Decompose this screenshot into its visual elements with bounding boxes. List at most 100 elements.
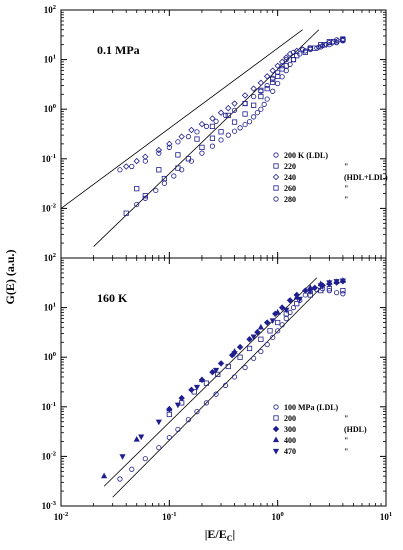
data-point [251, 355, 257, 361]
data-point [251, 93, 257, 100]
data-point [322, 41, 330, 48]
data-point [246, 336, 253, 343]
data-point [188, 386, 195, 394]
x-tick-label: 10-1 [162, 511, 176, 522]
legend-label: 300 [284, 425, 296, 434]
data-point [294, 301, 300, 307]
data-point [231, 107, 238, 113]
data-point [275, 319, 281, 326]
data-point [134, 186, 140, 192]
data-point [101, 472, 108, 479]
data-point [134, 201, 140, 208]
data-point [254, 110, 260, 116]
data-point [286, 297, 294, 304]
data-point [246, 119, 253, 125]
data-point [290, 49, 297, 55]
data-point [290, 304, 297, 311]
data-point [225, 132, 231, 138]
data-point [174, 402, 182, 409]
data-point [340, 38, 346, 44]
data-point [123, 163, 130, 170]
data-point [254, 328, 261, 336]
data-point [175, 426, 181, 433]
legend-label: 470 [284, 447, 296, 456]
data-point [241, 92, 249, 99]
data-point [293, 47, 300, 55]
legend-marker [272, 436, 280, 443]
series-2 [166, 278, 347, 413]
data-point [212, 367, 220, 374]
series-4 [117, 38, 346, 173]
data-point [275, 73, 281, 79]
data-point [209, 368, 216, 376]
legend-marker [273, 163, 279, 169]
data-point [275, 80, 281, 87]
data-point [307, 288, 314, 295]
data-point [263, 319, 271, 326]
data-point [236, 343, 244, 351]
data-point [138, 434, 145, 441]
data-point [283, 56, 289, 63]
series-0 [134, 36, 346, 208]
data-point [296, 296, 303, 303]
data-point [156, 445, 162, 451]
data-point [199, 150, 205, 156]
data-point [302, 287, 309, 294]
data-point [251, 102, 257, 108]
data-point [175, 152, 181, 158]
legend-note: " [344, 184, 348, 193]
data-point [188, 126, 195, 134]
legend-note: (HDL) [344, 425, 367, 434]
data-point [329, 39, 336, 46]
data-point [340, 288, 346, 294]
legend-marker [273, 404, 279, 410]
data-point [203, 380, 210, 386]
data-point [155, 419, 162, 426]
data-point [331, 39, 337, 45]
data-point [270, 75, 276, 81]
data-point [119, 454, 126, 460]
legend-label: 400 [284, 436, 296, 445]
legend-marker [272, 425, 280, 433]
data-point [117, 167, 123, 173]
data-point [222, 112, 229, 118]
data-point [258, 88, 264, 94]
data-point [217, 109, 225, 116]
y-tick-label: 101 [44, 302, 56, 313]
y-tick-label: 10-2 [42, 202, 56, 213]
data-point [209, 123, 216, 130]
data-point [307, 45, 313, 51]
data-point [250, 334, 257, 341]
data-point [269, 67, 276, 74]
data-point [166, 140, 173, 148]
data-point [246, 345, 253, 352]
data-point [326, 42, 332, 48]
data-point [237, 125, 243, 131]
data-point [225, 104, 232, 112]
data-point [274, 308, 281, 315]
legend: 200 K (LDL) 220 " 240 (HDL+LDL) 260 " 280 " [272, 151, 388, 204]
data-point [213, 391, 219, 397]
y-tick-label: 101 [44, 54, 56, 65]
data-point [178, 394, 185, 402]
data-point [175, 139, 181, 145]
data-point [231, 100, 238, 107]
data-point [242, 121, 248, 128]
data-point [129, 163, 135, 170]
data-point [153, 187, 159, 194]
data-point [133, 435, 140, 442]
data-point [258, 348, 264, 355]
legend-note: " [344, 414, 348, 423]
data-point [264, 82, 270, 89]
data-point [339, 278, 346, 285]
series-4 [119, 278, 346, 460]
legend-note: " [344, 162, 348, 171]
data-point [326, 280, 333, 287]
y-tick-label: 10-1 [42, 401, 56, 412]
legend-marker [272, 448, 280, 455]
data-point [283, 307, 290, 314]
data-point [270, 79, 276, 85]
legend-label: 280 [284, 195, 296, 204]
legend-label: 200 K (LDL) [284, 151, 328, 160]
